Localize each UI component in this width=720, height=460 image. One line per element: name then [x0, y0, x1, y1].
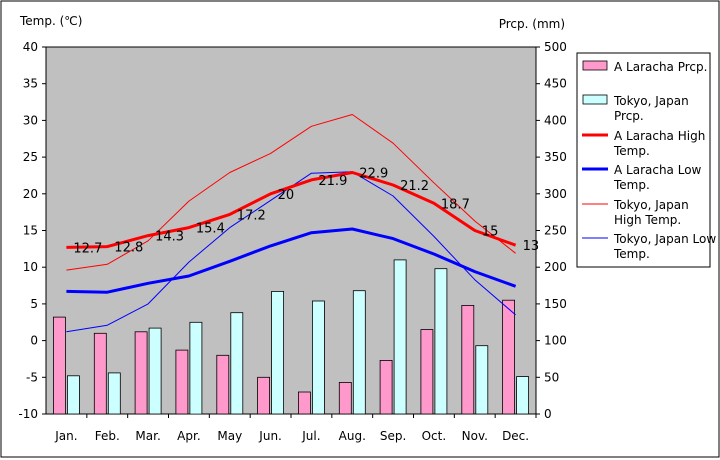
bar-tokyo-japan-prcp-apr: [189, 321, 203, 415]
left-tick-label: 30: [23, 113, 38, 127]
bar-tokyo-japan-prcp-aug: [352, 290, 366, 415]
bar-a-laracha-prcp-dec: [502, 299, 516, 415]
legend-swatch-a-laracha-prcp: [582, 60, 608, 71]
x-tick-label-mar: Mar.: [135, 429, 160, 443]
right-tick-label: 300: [544, 187, 567, 201]
data-labels-layer: 12.7 12.8 14.3 15.4 17.2 20 21.9 22.9 21.2 18.7 15…: [73, 167, 539, 257]
bar-a-laracha-prcp-jun: [257, 376, 271, 415]
data-label-high-jan: 12.7: [73, 241, 102, 256]
left-tick-label: -10: [18, 407, 38, 421]
legend-label-a-laracha-prcp: A Laracha Prcp.: [614, 60, 707, 74]
legend-label-a-laracha-high-temp: A Laracha High Temp.: [613, 129, 705, 158]
axes-layer: 4035302520151050-5-105004504003503002502…: [18, 40, 567, 443]
left-tick-label: 20: [23, 187, 38, 201]
x-tick-label-may: May: [217, 429, 242, 443]
bar-tokyo-japan-prcp-feb: [107, 372, 121, 415]
x-tick-label-aug: Aug.: [339, 429, 366, 443]
bars-layer: [53, 259, 529, 415]
right-tick-label: 150: [544, 297, 567, 311]
bar-tokyo-japan-prcp-jun: [271, 290, 285, 415]
bar-a-laracha-prcp-apr: [175, 349, 189, 415]
right-tick-label: 100: [544, 334, 567, 348]
right-tick-label: 450: [544, 77, 567, 91]
legend-label-tokyo-japan-prcp: Tokyo, Japan Prcp.: [613, 94, 689, 123]
data-label-high-oct: 18.7: [441, 197, 470, 212]
legend-label-a-laracha-low-temp: A Laracha Low Temp.: [613, 163, 702, 192]
bar-tokyo-japan-prcp-oct: [434, 268, 448, 415]
bar-a-laracha-prcp-sep: [379, 359, 393, 415]
left-axis-title: Temp. (℃): [19, 14, 82, 28]
bar-a-laracha-prcp-nov: [461, 304, 475, 415]
bar-a-laracha-prcp-jan: [53, 316, 66, 415]
left-tick-label: 15: [23, 224, 38, 238]
legend-label-tokyo-japan-low-temp: Tokyo, Japan Low Temp.: [613, 232, 716, 261]
x-tick-label-apr: Apr.: [177, 429, 200, 443]
line-a-laracha-high-temp: [66, 171, 517, 249]
right-tick-label: 400: [544, 113, 567, 127]
bar-a-laracha-prcp-oct: [420, 329, 434, 415]
left-tick-label: 25: [23, 150, 38, 164]
data-label-high-may: 17.2: [237, 208, 266, 223]
bar-tokyo-japan-prcp-sep: [393, 259, 407, 415]
x-tick-label-feb: Feb.: [95, 429, 120, 443]
left-tick-label: 10: [23, 260, 38, 274]
right-tick-label: 200: [544, 260, 567, 274]
legend-box: [576, 52, 711, 268]
right-tick-label: 350: [544, 150, 567, 164]
data-label-high-aug: 22.9: [359, 167, 388, 182]
bar-tokyo-japan-prcp-may: [230, 312, 244, 415]
lines-layer: [66, 114, 517, 333]
left-tick-label: 40: [23, 40, 38, 54]
legend-swatch-tokyo-japan-prcp: [582, 94, 608, 105]
bar-tokyo-japan-prcp-nov: [475, 345, 489, 415]
x-tick-label-oct: Oct.: [422, 429, 447, 443]
x-tick-label-jun: Jun.: [258, 429, 282, 443]
data-label-high-jun: 20: [278, 188, 295, 203]
left-tick-label: 35: [23, 77, 38, 91]
x-tick-label-jul: Jul.: [301, 429, 320, 443]
x-tick-label-sep: Sep.: [380, 429, 406, 443]
bar-tokyo-japan-prcp-jan: [67, 375, 80, 415]
bar-a-laracha-prcp-may: [216, 354, 230, 415]
data-label-high-jul: 21.9: [318, 174, 347, 189]
legend: A Laracha Prcp. Tokyo, Japan Prcp. A Larach…: [582, 60, 716, 261]
bar-a-laracha-prcp-jul: [297, 391, 311, 415]
data-label-high-mar: 14.3: [155, 230, 184, 245]
line-a-laracha-low-temp: [66, 227, 517, 294]
legend-label-tokyo-japan-high-temp: Tokyo, Japan High Temp.: [613, 198, 689, 227]
right-tick-label: 50: [544, 370, 559, 384]
bar-a-laracha-prcp-mar: [134, 331, 148, 415]
left-tick-label: -5: [26, 370, 38, 384]
bar-a-laracha-prcp-feb: [93, 332, 107, 415]
right-tick-label: 500: [544, 40, 567, 54]
bar-tokyo-japan-prcp-mar: [148, 327, 162, 415]
x-tick-label-nov: Nov.: [462, 429, 488, 443]
data-label-high-apr: 15.4: [196, 222, 225, 237]
line-tokyo-japan-high-temp: [66, 114, 516, 271]
right-axis-title: Prcp. (mm): [499, 17, 565, 31]
data-label-high-dec: 13: [523, 239, 540, 254]
bar-tokyo-japan-prcp-dec: [516, 376, 529, 415]
data-label-high-sep: 21.2: [400, 179, 429, 194]
x-tick-label-dec: Dec.: [502, 429, 529, 443]
x-tick-label-jan: Jan.: [54, 429, 77, 443]
left-tick-label: 5: [30, 297, 38, 311]
data-label-high-feb: 12.8: [114, 241, 143, 256]
plot-area: [45, 46, 537, 415]
right-tick-label: 0: [544, 407, 552, 421]
bar-a-laracha-prcp-aug: [338, 381, 352, 415]
right-tick-label: 250: [544, 224, 567, 238]
data-label-high-nov: 15: [482, 225, 499, 240]
left-tick-label: 0: [30, 334, 38, 348]
bar-tokyo-japan-prcp-jul: [311, 300, 325, 415]
